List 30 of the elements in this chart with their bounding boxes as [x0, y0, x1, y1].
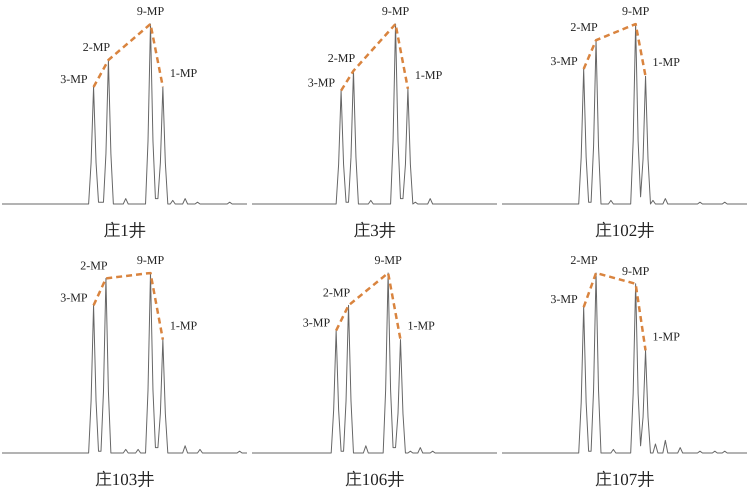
- text: 9-MP: [374, 253, 402, 267]
- annotation: 2-MP: [82, 40, 110, 54]
- text: 庄3井: [353, 221, 396, 240]
- text: 9-MP: [136, 253, 164, 267]
- annotation: 9-MP: [622, 264, 650, 278]
- text: 2-MP: [570, 253, 598, 267]
- text: 9-MP: [382, 4, 410, 18]
- annotation: 3-MP: [550, 292, 578, 306]
- annotation: 3-MP: [60, 290, 88, 304]
- text: 庄106井: [344, 470, 404, 489]
- annotation: 3-MP: [302, 316, 330, 330]
- annotation: 2-MP: [322, 285, 351, 300]
- annotation: 1-MP: [652, 329, 680, 344]
- annotation: 3-MP: [60, 72, 88, 86]
- annotation: 1-MP: [170, 318, 198, 333]
- annotation: 2-MP: [570, 20, 598, 34]
- annotation: 2-MP: [328, 50, 356, 65]
- annotation: 1-MP: [407, 318, 436, 333]
- text: 9-MP: [622, 4, 650, 18]
- text: 庄107井: [594, 470, 654, 489]
- text: 庄102井: [594, 221, 654, 240]
- annotation: 1-MP: [170, 66, 198, 80]
- annotation: 3-MP: [550, 54, 578, 68]
- annotation: 1-MP: [652, 55, 680, 70]
- text: 庄103井: [94, 470, 154, 489]
- annotation: 1-MP: [414, 68, 443, 82]
- annotation: 3-MP: [308, 76, 336, 90]
- text: 庄1井: [103, 221, 146, 240]
- text: 2-MP: [80, 258, 108, 272]
- text: 9-MP: [136, 4, 164, 18]
